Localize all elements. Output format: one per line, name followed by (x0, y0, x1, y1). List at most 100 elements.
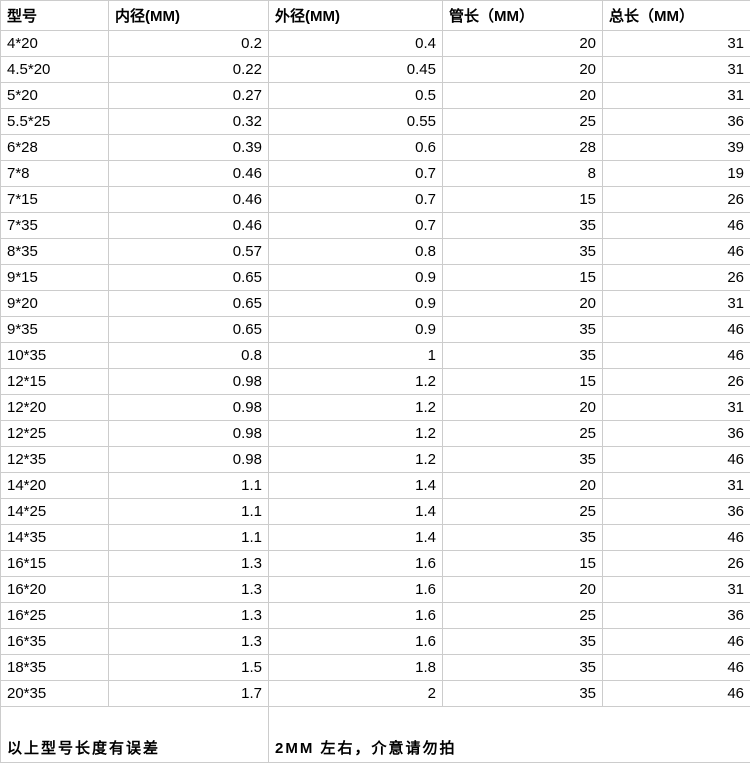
cell-value: 36 (603, 603, 750, 629)
cell-value: 0.46 (109, 161, 269, 187)
table-row: 10*350.813546 (1, 343, 750, 369)
cell-value: 2 (269, 681, 443, 707)
table-row: 7*150.460.71526 (1, 187, 750, 213)
cell-value: 1.6 (269, 629, 443, 655)
footer-row: 以上型号长度有误差 2MM 左右，介意请勿拍 (1, 707, 750, 763)
table-row: 14*351.11.43546 (1, 525, 750, 551)
cell-value: 0.98 (109, 395, 269, 421)
cell-value: 46 (603, 681, 750, 707)
cell-value: 0.7 (269, 213, 443, 239)
cell-value: 0.57 (109, 239, 269, 265)
cell-value: 20 (443, 395, 603, 421)
cell-value: 20 (443, 31, 603, 57)
cell-value: 15 (443, 369, 603, 395)
table-row: 7*350.460.73546 (1, 213, 750, 239)
cell-model: 14*35 (1, 525, 109, 551)
cell-model: 7*15 (1, 187, 109, 213)
cell-value: 36 (603, 421, 750, 447)
cell-model: 8*35 (1, 239, 109, 265)
cell-model: 5.5*25 (1, 109, 109, 135)
table-row: 16*351.31.63546 (1, 629, 750, 655)
cell-value: 15 (443, 265, 603, 291)
cell-value: 0.32 (109, 109, 269, 135)
cell-value: 0.98 (109, 421, 269, 447)
table-row: 4.5*200.220.452031 (1, 57, 750, 83)
cell-value: 20 (443, 57, 603, 83)
cell-value: 0.2 (109, 31, 269, 57)
cell-value: 1.4 (269, 499, 443, 525)
cell-model: 12*35 (1, 447, 109, 473)
cell-value: 46 (603, 239, 750, 265)
cell-value: 15 (443, 187, 603, 213)
cell-value: 25 (443, 499, 603, 525)
table-row: 5.5*250.320.552536 (1, 109, 750, 135)
cell-value: 1.1 (109, 499, 269, 525)
footer-note-left: 以上型号长度有误差 (1, 707, 269, 763)
cell-value: 0.9 (269, 265, 443, 291)
cell-value: 26 (603, 551, 750, 577)
cell-model: 16*35 (1, 629, 109, 655)
cell-model: 9*20 (1, 291, 109, 317)
cell-value: 25 (443, 421, 603, 447)
cell-model: 7*8 (1, 161, 109, 187)
cell-value: 26 (603, 369, 750, 395)
cell-value: 1.3 (109, 629, 269, 655)
cell-value: 0.39 (109, 135, 269, 161)
table-row: 14*201.11.42031 (1, 473, 750, 499)
cell-value: 1.6 (269, 551, 443, 577)
cell-value: 46 (603, 317, 750, 343)
cell-value: 31 (603, 83, 750, 109)
cell-model: 7*35 (1, 213, 109, 239)
cell-value: 46 (603, 213, 750, 239)
cell-model: 12*15 (1, 369, 109, 395)
cell-value: 0.8 (269, 239, 443, 265)
cell-value: 35 (443, 447, 603, 473)
table-row: 8*350.570.83546 (1, 239, 750, 265)
cell-value: 46 (603, 629, 750, 655)
cell-value: 20 (443, 83, 603, 109)
table-row: 7*80.460.7819 (1, 161, 750, 187)
cell-value: 1.8 (269, 655, 443, 681)
cell-model: 16*20 (1, 577, 109, 603)
cell-value: 0.9 (269, 291, 443, 317)
cell-value: 35 (443, 239, 603, 265)
cell-value: 1.4 (269, 525, 443, 551)
cell-value: 1.3 (109, 551, 269, 577)
table-row: 6*280.390.62839 (1, 135, 750, 161)
cell-value: 31 (603, 577, 750, 603)
col-header-tube-length: 管长（MM） (443, 1, 603, 31)
cell-model: 5*20 (1, 83, 109, 109)
cell-value: 35 (443, 629, 603, 655)
cell-value: 31 (603, 395, 750, 421)
footer-note-right: 2MM 左右，介意请勿拍 (269, 707, 750, 763)
cell-value: 0.7 (269, 161, 443, 187)
cell-value: 1.2 (269, 395, 443, 421)
cell-model: 12*25 (1, 421, 109, 447)
cell-value: 35 (443, 655, 603, 681)
cell-value: 0.98 (109, 369, 269, 395)
cell-model: 16*15 (1, 551, 109, 577)
cell-value: 35 (443, 343, 603, 369)
col-header-model: 型号 (1, 1, 109, 31)
table-row: 16*251.31.62536 (1, 603, 750, 629)
header-row: 型号 内径(MM) 外径(MM) 管长（MM） 总长（MM） (1, 1, 750, 31)
table-row: 16*151.31.61526 (1, 551, 750, 577)
table-row: 9*350.650.93546 (1, 317, 750, 343)
cell-model: 14*25 (1, 499, 109, 525)
table-row: 18*351.51.83546 (1, 655, 750, 681)
cell-value: 28 (443, 135, 603, 161)
cell-value: 39 (603, 135, 750, 161)
cell-value: 0.55 (269, 109, 443, 135)
cell-value: 1.3 (109, 603, 269, 629)
cell-value: 25 (443, 603, 603, 629)
cell-value: 20 (443, 577, 603, 603)
table-row: 12*200.981.22031 (1, 395, 750, 421)
cell-value: 35 (443, 681, 603, 707)
cell-value: 0.8 (109, 343, 269, 369)
cell-value: 1.2 (269, 421, 443, 447)
cell-value: 0.45 (269, 57, 443, 83)
cell-value: 1.1 (109, 525, 269, 551)
cell-value: 0.46 (109, 213, 269, 239)
cell-value: 0.5 (269, 83, 443, 109)
table-row: 20*351.723546 (1, 681, 750, 707)
